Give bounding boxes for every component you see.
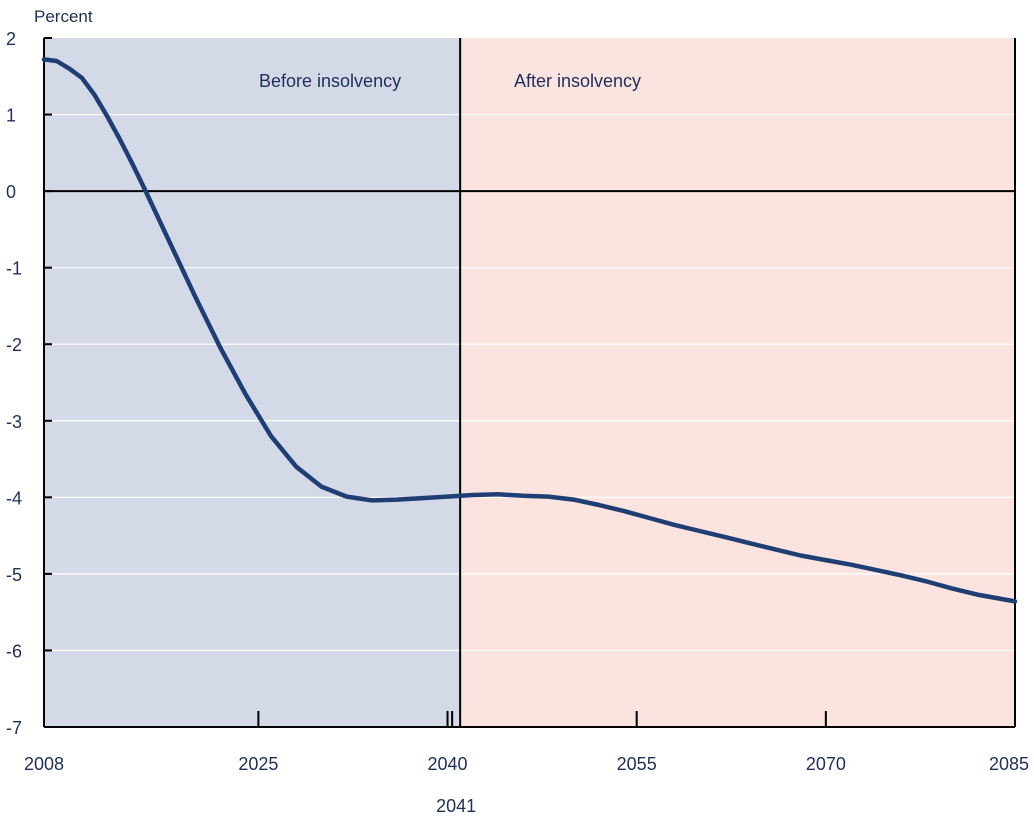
x-tick-label: 2055 [617,754,657,774]
y-tick-label: 1 [6,106,16,126]
region-before-insolvency [44,38,461,727]
x-tick-label: 2070 [806,754,846,774]
x-tick-label: 2008 [24,754,64,774]
y-tick-label: 2 [6,29,16,49]
series-layer [41,57,1018,604]
x-tick-label: 2085 [989,754,1029,774]
region-label-before: Before insolvency [259,71,401,91]
axes-layer [43,37,1016,728]
y-axis-title: Percent [34,7,93,26]
insolvency-year-label: 2041 [436,796,476,816]
region-after-insolvency [460,38,1016,727]
x-tick-label: 2025 [238,754,278,774]
y-tick-label: 0 [6,182,16,202]
y-tick-label: -4 [6,488,22,508]
y-tick-label: -5 [6,565,22,585]
y-tick-label: -1 [6,259,22,279]
y-tick-label: -7 [6,718,22,738]
y-tick-label: -6 [6,641,22,661]
y-tick-label: -3 [6,412,22,432]
labels-layer: Before insolvency After insolvency 2 1 0 -1 -2… [6,29,1029,816]
regions-layer [44,38,1016,727]
series-line-0 [41,57,1018,604]
y-tick-label: -2 [6,335,22,355]
x-tick-label: 2040 [428,754,468,774]
region-label-after: After insolvency [514,71,641,91]
